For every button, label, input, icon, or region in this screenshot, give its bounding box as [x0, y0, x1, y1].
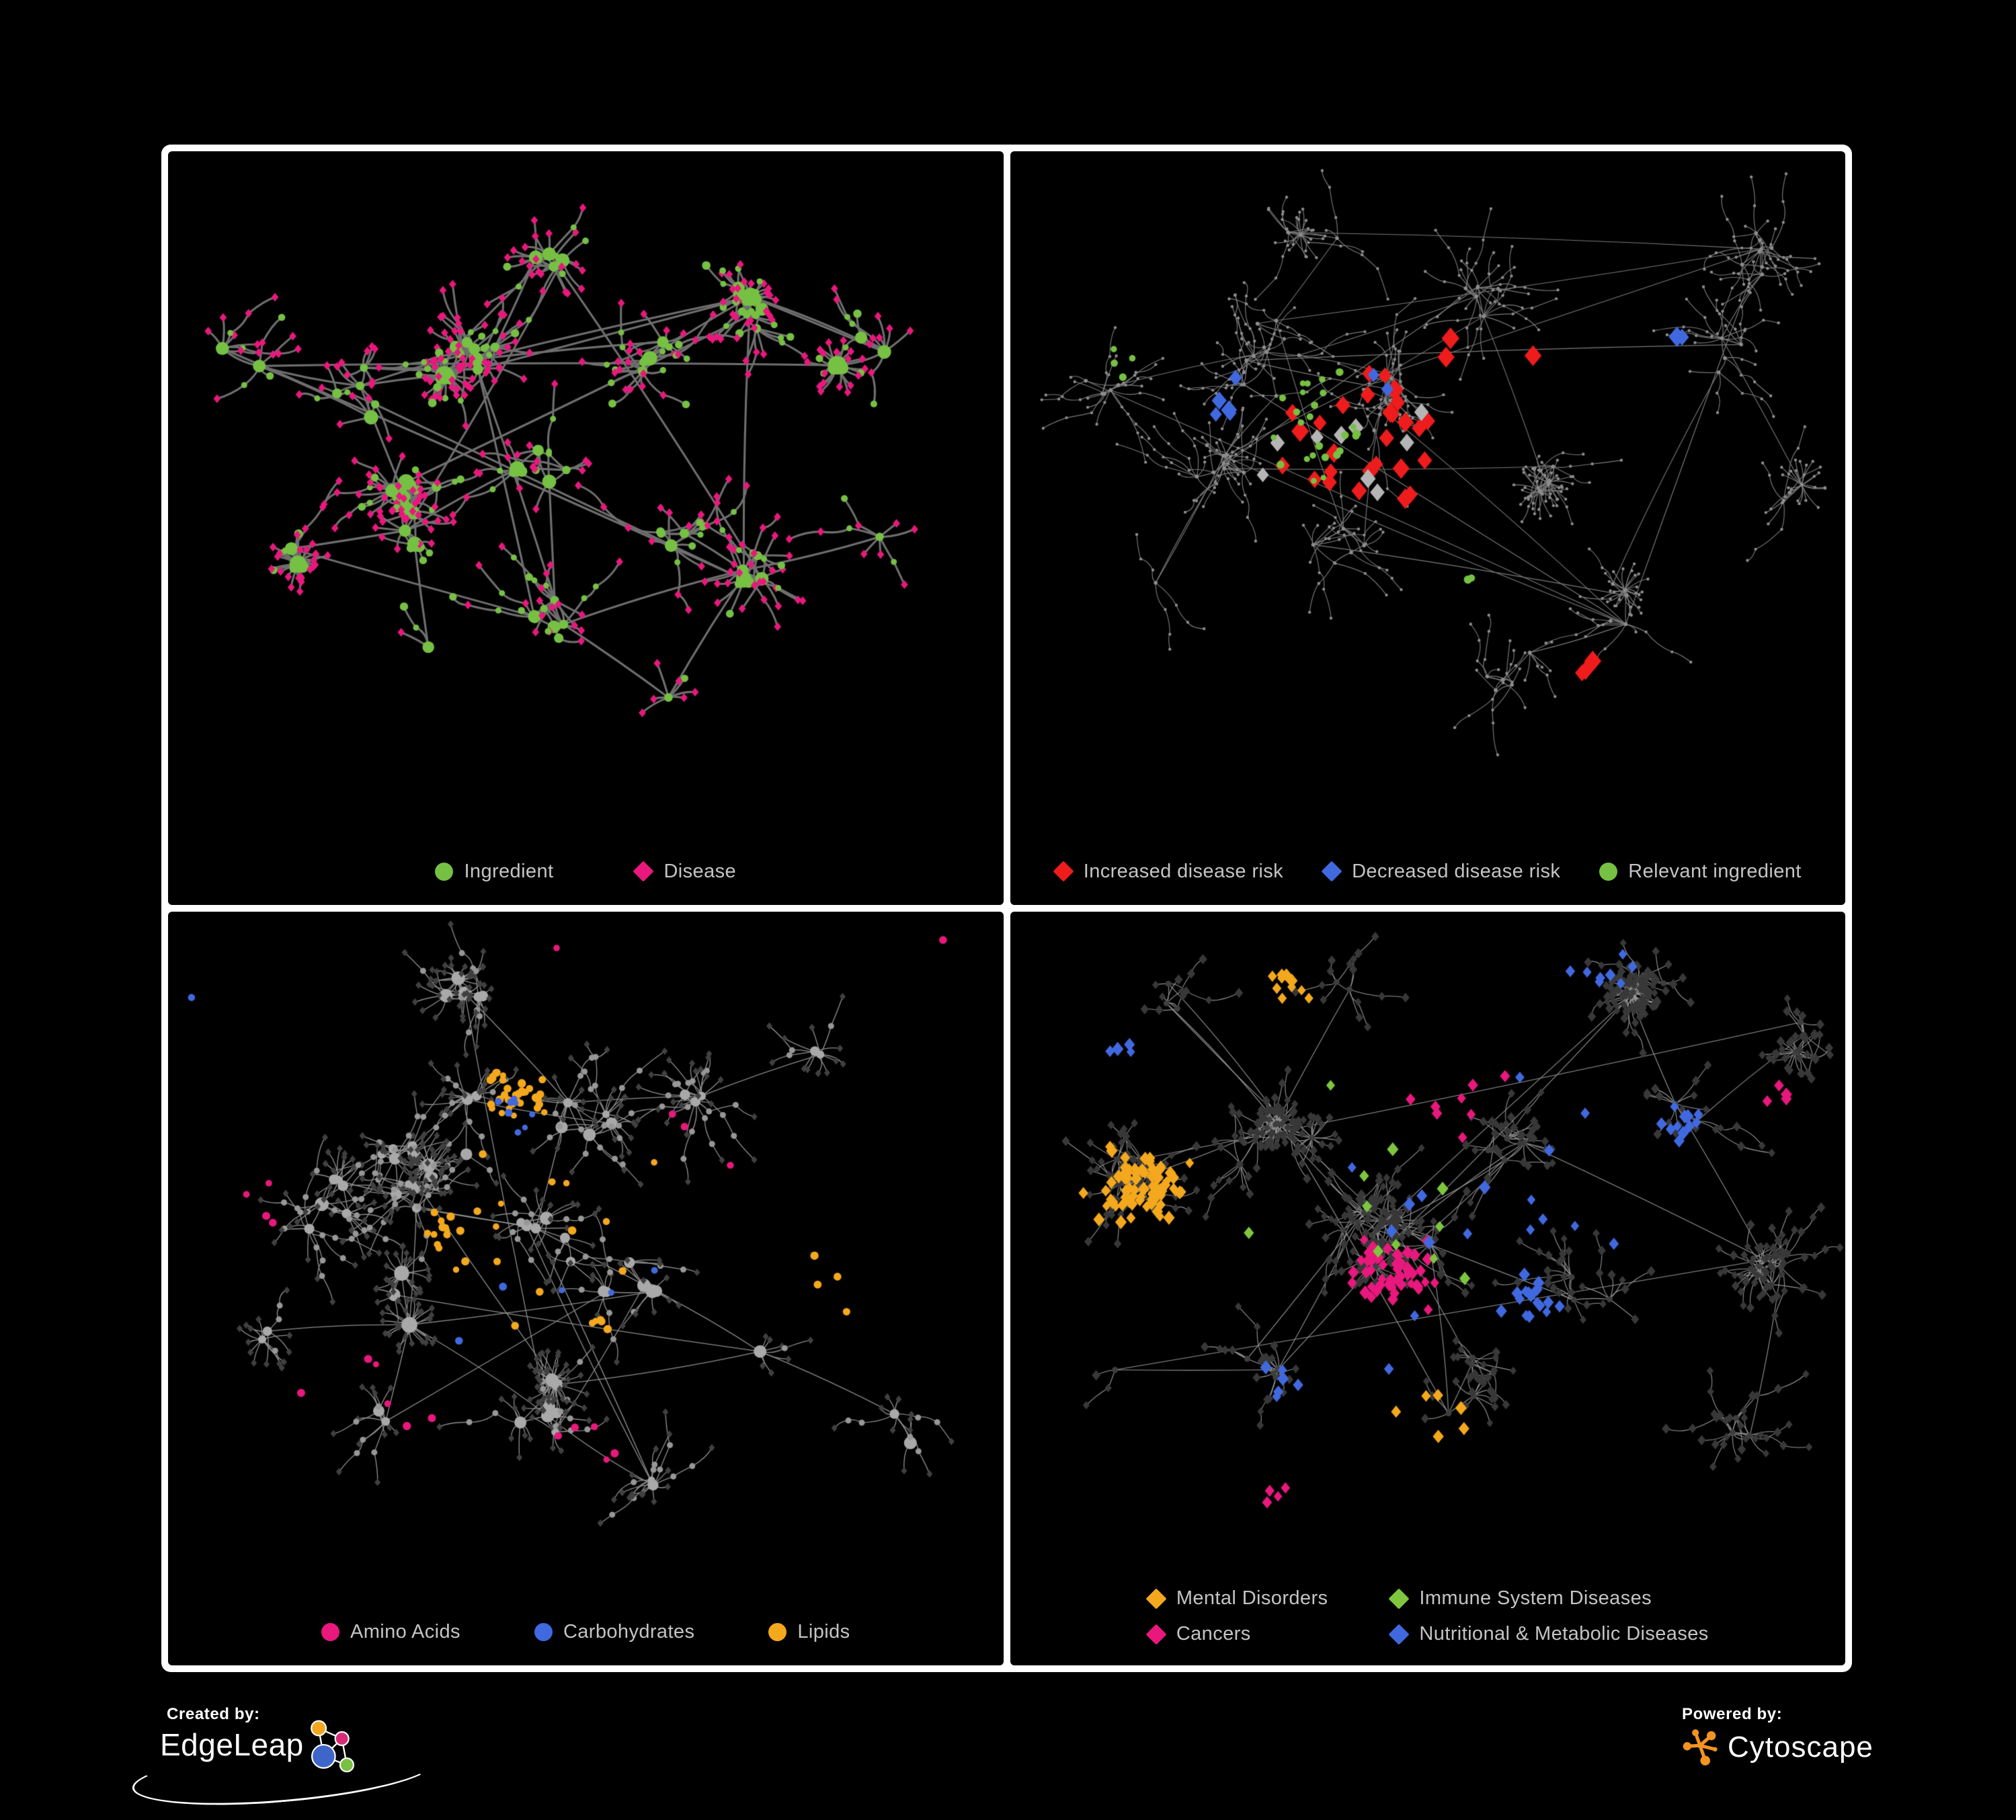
network-canvas-disease-categories	[1010, 912, 1845, 1551]
legend-item: Lipids	[768, 1621, 850, 1643]
legend-item: Decreased disease risk	[1321, 860, 1561, 883]
legend-label: Lipids	[797, 1620, 850, 1643]
legend-disease-risk: Increased disease risk Decreased disease…	[1010, 838, 1846, 905]
panel-disease-risk: Increased disease risk Decreased disease…	[1010, 151, 1846, 905]
figure-panel-grid: Ingredient Disease Increased disease ris…	[161, 145, 1852, 1672]
legend-label: Immune System Diseases	[1419, 1587, 1652, 1609]
network-view-macronutrients	[168, 912, 1004, 1598]
immune-diseases-diamond-icon	[1388, 1587, 1410, 1610]
edgeleap-logo-icon	[310, 1720, 354, 1773]
cancers-diamond-icon	[1145, 1623, 1167, 1645]
legend-item: Nutritional & Metabolic Diseases	[1388, 1623, 1709, 1645]
increased-risk-diamond-icon	[1053, 861, 1074, 882]
legend-label: Decreased disease risk	[1352, 860, 1561, 882]
legend-label: Mental Disorders	[1176, 1587, 1328, 1609]
created-by-label: Created by:	[167, 1705, 260, 1723]
network-view-disease-risk	[1010, 151, 1845, 838]
legend-macronutrients: Amino Acids Carbohydrates Lipids	[168, 1598, 1004, 1665]
legend-item: Amino Acids	[321, 1621, 460, 1643]
nutritional-metabolic-diamond-icon	[1388, 1623, 1410, 1645]
mental-disorders-diamond-icon	[1145, 1587, 1167, 1610]
cytoscape-wordmark: Cytoscape	[1728, 1731, 1873, 1764]
legend-label: Nutritional & Metabolic Diseases	[1419, 1623, 1709, 1645]
legend-item: Increased disease risk	[1053, 860, 1284, 883]
network-canvas-disease-risk	[1010, 151, 1845, 838]
legend-label: Increased disease risk	[1083, 860, 1284, 882]
cytoscape-attribution: Powered by: Cytoscape	[1682, 1705, 1964, 1799]
amino-acids-circle-icon	[321, 1622, 339, 1641]
network-canvas-ingredient-disease	[168, 151, 1004, 838]
legend-item: Mental Disorders	[1145, 1587, 1328, 1610]
network-canvas-macronutrients	[168, 912, 1004, 1598]
network-view-disease-categories	[1010, 912, 1845, 1551]
panel-ingredient-disease: Ingredient Disease	[168, 151, 1004, 905]
legend-label: Amino Acids	[350, 1620, 460, 1643]
cytoscape-logo-icon	[1683, 1729, 1718, 1766]
disease-diamond-icon	[633, 861, 655, 882]
legend-label: Carbohydrates	[563, 1620, 695, 1643]
lipids-circle-icon	[768, 1622, 787, 1641]
panel-disease-categories: Mental Disorders Immune System Diseases …	[1010, 912, 1846, 1665]
powered-by-label: Powered by:	[1682, 1705, 1783, 1723]
legend-label: Ingredient	[464, 860, 554, 882]
legend-label: Relevant ingredient	[1628, 860, 1802, 882]
edgeleap-wordmark: EdgeLeap	[160, 1727, 304, 1762]
panel-macronutrients: Amino Acids Carbohydrates Lipids	[168, 912, 1004, 1665]
edgeleap-attribution: Created by: EdgeLeap	[130, 1705, 523, 1819]
legend-item: Immune System Diseases	[1388, 1587, 1708, 1610]
ingredient-circle-icon	[435, 862, 454, 881]
legend-item: Cancers	[1145, 1623, 1328, 1645]
legend-disease-categories: Mental Disorders Immune System Diseases …	[1010, 1551, 1846, 1665]
network-view-ingredient-disease	[168, 151, 1004, 838]
legend-label: Cancers	[1176, 1623, 1251, 1645]
legend-item: Disease	[633, 860, 737, 883]
carbohydrates-circle-icon	[534, 1622, 553, 1641]
legend-label: Disease	[663, 860, 737, 882]
legend-item: Carbohydrates	[534, 1621, 694, 1643]
relevant-ingredient-circle-icon	[1599, 862, 1618, 881]
legend-item: Relevant ingredient	[1599, 861, 1801, 883]
decreased-risk-diamond-icon	[1321, 861, 1342, 882]
legend-item: Ingredient	[435, 861, 553, 883]
legend-ingredient-disease: Ingredient Disease	[168, 838, 1004, 905]
